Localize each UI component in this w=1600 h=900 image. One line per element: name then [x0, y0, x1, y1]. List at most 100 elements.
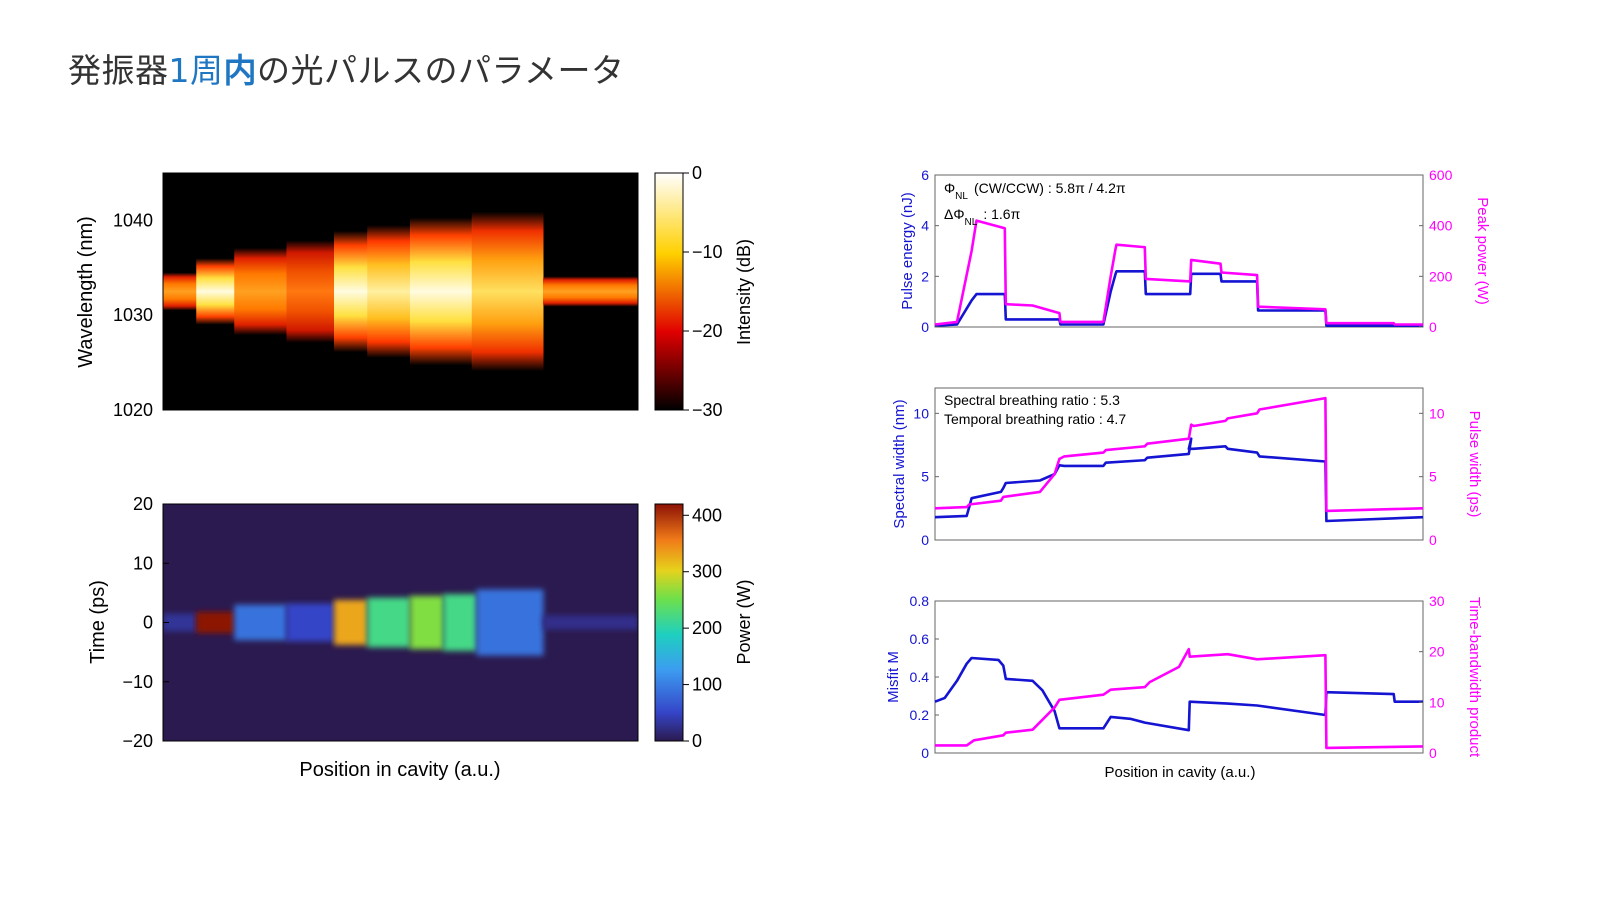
power-colorbar-tick-label: 100	[692, 675, 722, 695]
right-axis-series-line	[934, 219, 1423, 326]
spectrum-ytick-label: 1020	[113, 400, 153, 420]
left-ytick-label: 5	[921, 469, 929, 485]
left-ytick-label: 4	[921, 218, 929, 234]
power-segment	[367, 597, 411, 648]
power-segment	[443, 594, 477, 651]
spectrum-segment	[543, 276, 638, 307]
delta-phi-line: ΔΦNL : 1.6π	[944, 206, 1021, 228]
left-ytick-label: 0	[921, 532, 929, 548]
width-frame	[934, 387, 1424, 541]
power-colorbar-label: Power (W)	[734, 580, 754, 665]
right-ytick-label: 0	[1429, 745, 1437, 761]
energy-power-plot: 0 2 4 6 0 200 400 600 Pulse energy (nJ) Peak po…	[899, 167, 1491, 335]
right-ytick-label: 200	[1429, 268, 1453, 284]
left-ytick-label: 2	[921, 268, 929, 284]
power-ylabel: Time (ps)	[87, 580, 109, 664]
power-segment	[476, 589, 544, 656]
power-segment	[334, 599, 368, 646]
right-ytick-label: 10	[1429, 405, 1445, 421]
power-segment	[543, 615, 638, 630]
power-ytick-label: 0	[143, 613, 153, 633]
title-number: 1	[168, 51, 190, 90]
width-series	[934, 396, 1424, 523]
spectrum-segment	[234, 247, 287, 336]
title-mid: 周	[190, 51, 224, 90]
tbp-ylabel: Time-bandwidth product	[1466, 597, 1483, 758]
right-axis-series-line	[934, 396, 1424, 513]
power-yticks: −20 −10 0 10 20	[122, 494, 169, 751]
phi-nl-value: (CW/CCW) : 5.8π / 4.2π	[974, 180, 1126, 196]
right-ytick-label: 10	[1429, 694, 1445, 710]
phi-subscript: NL	[955, 191, 968, 202]
energy-power-frame	[934, 174, 1424, 328]
spectrum-segment	[367, 225, 411, 358]
pulse-energy-ylabel: Pulse energy (nJ)	[899, 192, 916, 310]
left-ytick-label: 0	[921, 319, 929, 335]
power-colorbar-tick-label: 0	[692, 731, 702, 751]
delta-phi-value: : 1.6π	[983, 206, 1020, 222]
slide-title: 発振器1周内の光パルスのパラメータ	[68, 44, 625, 92]
energy-power-ticks: 0 2 4 6 0 200 400 600	[921, 167, 1452, 335]
power-segment	[163, 613, 197, 632]
power-colorbar	[654, 503, 684, 742]
left-ytick-label: 6	[921, 167, 929, 183]
spectrum-ytick-label: 1040	[113, 210, 153, 230]
energy-power-series	[934, 219, 1423, 328]
spectrum-segment	[410, 217, 473, 366]
spectrum-heatmap-frame	[162, 172, 639, 411]
power-segment	[410, 595, 444, 650]
power-segment	[234, 604, 287, 641]
power-ytick-label: 10	[133, 553, 153, 573]
delta-phi-subscript: NL	[965, 217, 978, 228]
left-ytick-label: 10	[913, 405, 929, 421]
right-ytick-label: 0	[1429, 319, 1437, 335]
intensity-colorbar-label: Intensity (dB)	[734, 239, 754, 345]
spectrum-segment	[471, 211, 544, 372]
delta-phi-symbol: ΔΦ	[944, 206, 965, 222]
title-suffix: の光パルスのパラメータ	[257, 51, 625, 90]
misfit-ylabel: Misfit M	[885, 651, 902, 703]
spectrum-segment	[286, 240, 335, 343]
width-plot: 0 5 10 0 5 10 Spectral width (nm) Pulse width…	[891, 387, 1483, 548]
intensity-colorbar-tick-label: −20	[692, 321, 723, 341]
power-xlabel: Position in cavity (a.u.)	[299, 759, 500, 781]
misfit-tbp-plot: 0 0.2 0.4 0.6 0.8 0 10 20 30 Misfit M Time-bandw…	[885, 593, 1483, 781]
left-axis-series-line	[934, 437, 1424, 523]
phi-symbol: Φ	[944, 180, 955, 196]
right-axis-series-line	[935, 647, 1424, 750]
phi-nl-line: ΦNL (CW/CCW) : 5.8π / 4.2π	[944, 180, 1126, 202]
title-strong: 内	[223, 51, 257, 90]
spectrum-segment	[163, 272, 197, 311]
power-heatmap: −20 −10 0 10 20 Time (ps) Position in cavity…	[87, 494, 754, 781]
spectral-breathing-annotation: Spectral breathing ratio : 5.3	[944, 392, 1120, 408]
left-ytick-label: 0	[921, 745, 929, 761]
intensity-colorbar	[654, 172, 684, 411]
right-ytick-label: 5	[1429, 469, 1437, 485]
right-ytick-label: 0	[1429, 532, 1437, 548]
right-ytick-label: 400	[1429, 218, 1453, 234]
power-segment	[196, 611, 235, 634]
right-ytick-label: 30	[1429, 593, 1445, 609]
peak-power-ylabel: Peak power (W)	[1474, 197, 1491, 305]
misfit-tbp-series	[934, 647, 1424, 750]
intensity-colorbar-ticks: 0 −10 −20 −30	[683, 163, 723, 420]
left-ytick-label: 0.4	[910, 669, 930, 685]
power-ytick-label: −10	[122, 672, 153, 692]
spectrum-segment	[334, 230, 368, 353]
misfit-tbp-frame	[934, 600, 1424, 754]
misfit-tbp-ticks: 0 0.2 0.4 0.6 0.8 0 10 20 30	[910, 593, 1445, 761]
power-colorbar-tick-label: 300	[692, 562, 722, 582]
left-ytick-label: 0.2	[910, 707, 930, 723]
intensity-colorbar-tick-label: 0	[692, 163, 702, 183]
spectrum-heatmap-marks	[163, 211, 638, 372]
intensity-colorbar-tick-label: −30	[692, 400, 723, 420]
power-colorbar-tick-label: 200	[692, 618, 722, 638]
phase-annotation: ΦNL(CW/CCW) : 5.8π / 4.2π ΔΦNL: 1.6π	[944, 180, 1126, 228]
title-prefix: 発振器	[68, 51, 169, 90]
power-colorbar-tick-label: 400	[692, 505, 722, 525]
spectrum-ylabel: Wavelength (nm)	[75, 216, 97, 368]
power-ytick-label: 20	[133, 494, 153, 514]
right-ytick-label: 600	[1429, 167, 1453, 183]
